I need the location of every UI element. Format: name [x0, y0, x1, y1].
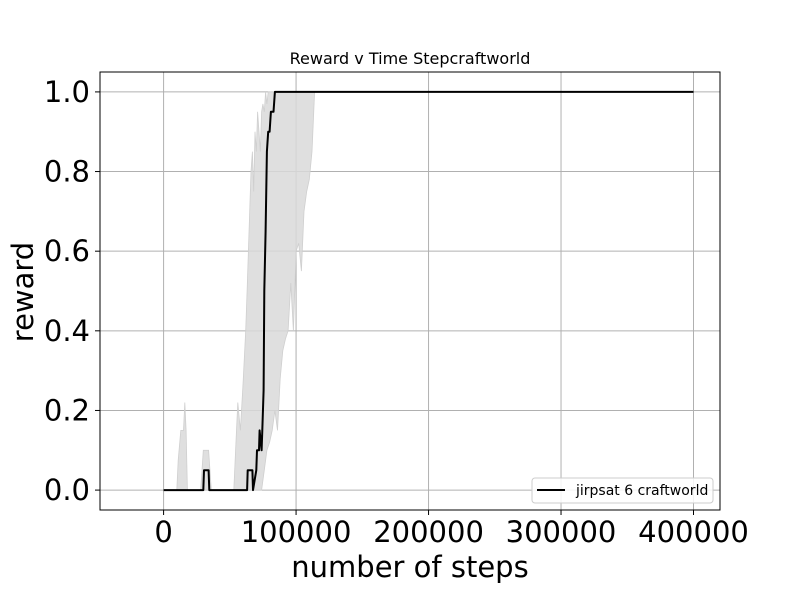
legend-label: jirpsat 6 craftworld — [575, 483, 708, 499]
x-tick-label: 300000 — [506, 515, 617, 549]
legend-box — [531, 477, 714, 504]
y-tick-label: 0.4 — [44, 314, 90, 348]
x-tick-label: 100000 — [241, 515, 352, 549]
x-tick-label: 400000 — [638, 515, 749, 549]
x-axis: 0 100000 200000 300000 400000 — [154, 510, 749, 549]
plot-background — [100, 72, 720, 510]
x-axis-label: number of steps — [291, 550, 528, 584]
plot-area — [99, 71, 721, 511]
y-axis: 0.0 0.2 0.4 0.6 0.8 1.0 — [44, 75, 100, 507]
chart-title: Reward v Time Stepcraftworld — [290, 49, 531, 68]
y-tick-label: 0.6 — [44, 234, 90, 268]
y-tick-label: 0.8 — [44, 155, 90, 189]
plot-frame — [99, 71, 721, 511]
x-tick-label: 0 — [154, 515, 172, 549]
y-tick-label: 0.0 — [44, 473, 90, 507]
confidence-band — [163, 91, 694, 491]
legend: jirpsat 6 craftworld — [531, 477, 714, 504]
series-line — [163, 90, 694, 492]
x-tick-label: 200000 — [373, 515, 484, 549]
y-axis-label: reward — [6, 242, 40, 342]
y-tick-label: 0.2 — [44, 393, 90, 427]
y-tick-label: 1.0 — [44, 75, 90, 109]
